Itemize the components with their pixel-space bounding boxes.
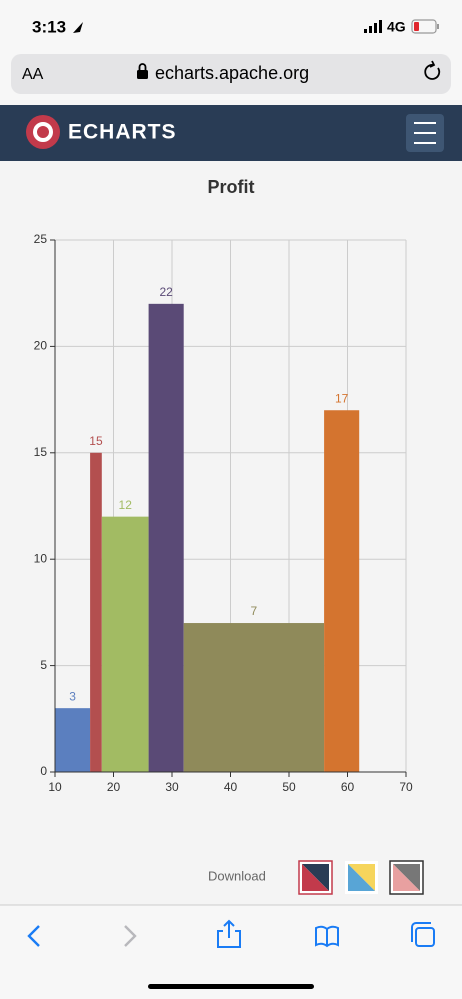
tabs-button[interactable] xyxy=(411,922,435,947)
x-tick-label: 10 xyxy=(48,780,62,794)
location-icon xyxy=(73,22,83,33)
x-tick-label: 50 xyxy=(282,780,296,794)
reload-button[interactable] xyxy=(424,60,441,80)
x-tick-label: 60 xyxy=(341,780,355,794)
data-label: 7 xyxy=(251,604,258,618)
site-header xyxy=(0,105,462,161)
share-button[interactable] xyxy=(217,919,241,948)
y-tick-label: 5 xyxy=(40,658,47,672)
address-bar[interactable] xyxy=(11,54,451,94)
x-tick-label: 20 xyxy=(107,780,121,794)
battery-tip xyxy=(437,24,439,29)
bar xyxy=(324,410,360,772)
data-label: 15 xyxy=(89,434,103,448)
text-size-button[interactable]: AA xyxy=(22,66,44,83)
x-tick-label: 70 xyxy=(399,780,413,794)
back-button[interactable] xyxy=(27,925,40,947)
y-tick-label: 25 xyxy=(34,232,48,246)
bar xyxy=(183,623,325,772)
download-label: Download xyxy=(208,868,266,883)
chart-title: Profit xyxy=(208,177,255,197)
x-tick-label: 40 xyxy=(224,780,238,794)
signal-icon xyxy=(364,20,382,33)
forward-button[interactable] xyxy=(124,925,137,947)
data-label: 3 xyxy=(69,689,76,703)
status-time: 3:13 xyxy=(32,17,66,36)
logo-text[interactable]: ECHARTS xyxy=(68,121,177,144)
battery-level xyxy=(414,22,419,31)
y-tick-label: 0 xyxy=(40,764,47,778)
battery xyxy=(411,19,437,34)
y-tick-label: 10 xyxy=(34,551,48,565)
data-label: 17 xyxy=(335,391,349,405)
lock-icon xyxy=(137,63,148,79)
logo-mark-inner xyxy=(33,122,53,142)
menu-icon xyxy=(414,122,436,144)
plot: 0 5 10 15 20 25 10 20 30 40 50 60 70 3 15 12 22 7 17 xyxy=(34,232,413,794)
network-type: 4G xyxy=(387,19,406,35)
bookmarks-button[interactable] xyxy=(315,925,339,948)
browser-toolbar xyxy=(0,905,462,999)
home-indicator xyxy=(148,984,314,989)
theme-button[interactable] xyxy=(389,860,424,895)
bar xyxy=(148,303,184,772)
data-label: 22 xyxy=(159,285,173,299)
url[interactable]: echarts.apache.org xyxy=(155,63,309,83)
x-tick-label: 30 xyxy=(165,780,179,794)
bar xyxy=(55,708,91,772)
bar xyxy=(101,516,149,772)
theme-button[interactable] xyxy=(298,860,333,895)
y-tick-label: 15 xyxy=(34,445,48,459)
bar xyxy=(90,452,102,772)
data-label: 12 xyxy=(119,498,133,512)
logo-mark[interactable] xyxy=(26,115,60,149)
theme-button[interactable] xyxy=(345,861,378,894)
y-tick-label: 20 xyxy=(34,339,48,353)
